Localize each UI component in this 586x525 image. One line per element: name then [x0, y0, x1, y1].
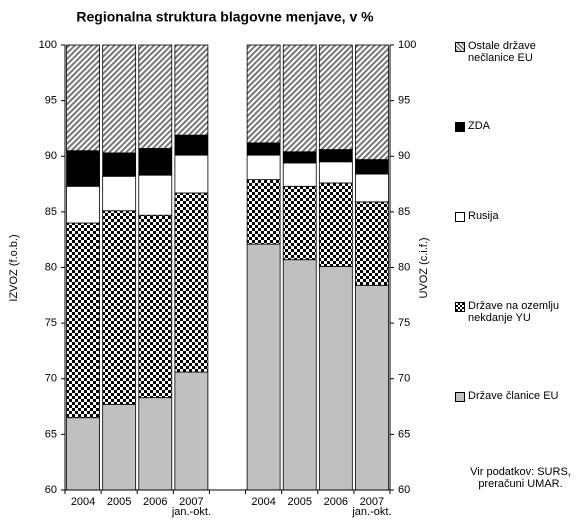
legend-swatch	[455, 122, 465, 132]
source-note: Vir podatkov: SURS, preračuni UMAR.	[455, 466, 586, 490]
y-tick-label: 100	[39, 39, 57, 51]
bar-segment	[102, 44, 137, 154]
x-tick-label: 2004	[71, 496, 95, 508]
bar-segment	[282, 151, 317, 164]
bar-segment	[355, 173, 389, 203]
y2-axis-label: UVOZ (c.i.f.)	[418, 237, 430, 298]
chart-title: Regionalna struktura blagovne menjave, v…	[76, 9, 374, 25]
bar-segment	[102, 175, 137, 212]
x-tick-label: 2006	[143, 496, 167, 508]
y2-tick-label: 75	[398, 317, 410, 329]
bar-segment	[246, 179, 281, 245]
legend-item: Države članice EU	[455, 390, 580, 402]
legend-item: ZDA	[455, 120, 580, 132]
bar-segment	[102, 152, 137, 177]
bar-segment	[246, 154, 281, 181]
legend-item: Države na ozemlju nekdanje YU	[455, 300, 580, 324]
bar-segment	[174, 371, 209, 491]
y-tick-label: 75	[45, 317, 57, 329]
bar-segment	[138, 44, 173, 149]
bar-segment	[318, 149, 353, 163]
x-tick-label: 2006	[324, 496, 348, 508]
source-line: preračuni UMAR.	[478, 478, 563, 490]
bar-segment	[138, 214, 173, 399]
y-tick-label: 60	[45, 484, 57, 496]
y-tick-label: 85	[45, 206, 57, 218]
y2-tick-label: 60	[398, 484, 410, 496]
y2-tick-label: 70	[398, 373, 410, 385]
bar-segment	[318, 161, 353, 184]
bar-segment	[66, 417, 100, 491]
y2-tick-label: 100	[398, 39, 416, 51]
legend-label: Države na ozemlju nekdanje YU	[468, 300, 560, 324]
bar-segment	[138, 174, 173, 216]
bar-segment	[174, 192, 209, 373]
bar-segment	[66, 44, 100, 152]
y-tick-label: 65	[45, 428, 57, 440]
legend-label: ZDA	[468, 120, 490, 132]
bar-segment	[174, 154, 209, 194]
y2-tick-label: 90	[398, 150, 410, 162]
bar-segment	[66, 222, 100, 419]
legend-label: Rusija	[468, 210, 499, 222]
bar-segment	[246, 44, 281, 144]
legend-label: Ostale države nečlanice EU	[468, 40, 536, 64]
y-tick-label: 90	[45, 150, 57, 162]
legend-swatch	[455, 302, 465, 312]
bar-segment	[246, 243, 281, 491]
bar-segment	[246, 142, 281, 156]
bar-segment	[174, 134, 209, 156]
y-tick-label: 70	[45, 373, 57, 385]
x-tick-label: 2005	[107, 496, 131, 508]
bar-segment	[138, 148, 173, 176]
bar-segment	[318, 44, 353, 150]
y2-tick-label: 80	[398, 261, 410, 273]
bar-segment	[282, 162, 317, 187]
legend-swatch	[455, 392, 465, 402]
bar-segment	[318, 182, 353, 267]
y2-tick-label: 65	[398, 428, 410, 440]
bar-segment	[355, 284, 389, 491]
source-line: Vir podatkov: SURS,	[470, 466, 571, 478]
bar-segment	[355, 201, 389, 286]
bar-segment	[102, 403, 137, 491]
bar-segment	[174, 44, 209, 136]
bar-segment	[355, 159, 389, 175]
x-tick-label: 2007 jan.-okt.	[171, 496, 211, 518]
y-axis-label: IZVOZ (f.o.b.)	[8, 234, 20, 301]
bar-segment	[282, 44, 317, 153]
legend-item: Ostale države nečlanice EU	[455, 40, 580, 64]
legend-item: Rusija	[455, 210, 580, 222]
bar-segment	[66, 185, 100, 224]
bar-segment	[282, 185, 317, 261]
bar-segment	[282, 259, 317, 491]
bar-segment	[66, 150, 100, 187]
bar-segment	[102, 210, 137, 405]
legend-label: Države članice EU	[468, 390, 559, 402]
x-tick-label: 2007 jan.-okt.	[351, 496, 391, 518]
bar-segment	[355, 44, 389, 160]
bar-segment	[318, 265, 353, 491]
y-tick-label: 80	[45, 261, 57, 273]
y2-tick-label: 95	[398, 95, 410, 107]
legend-swatch	[455, 212, 465, 222]
bar-segment	[138, 397, 173, 491]
legend-swatch	[455, 42, 465, 52]
x-tick-label: 2004	[251, 496, 275, 508]
x-tick-label: 2005	[287, 496, 311, 508]
y2-tick-label: 85	[398, 206, 410, 218]
y-tick-label: 95	[45, 95, 57, 107]
